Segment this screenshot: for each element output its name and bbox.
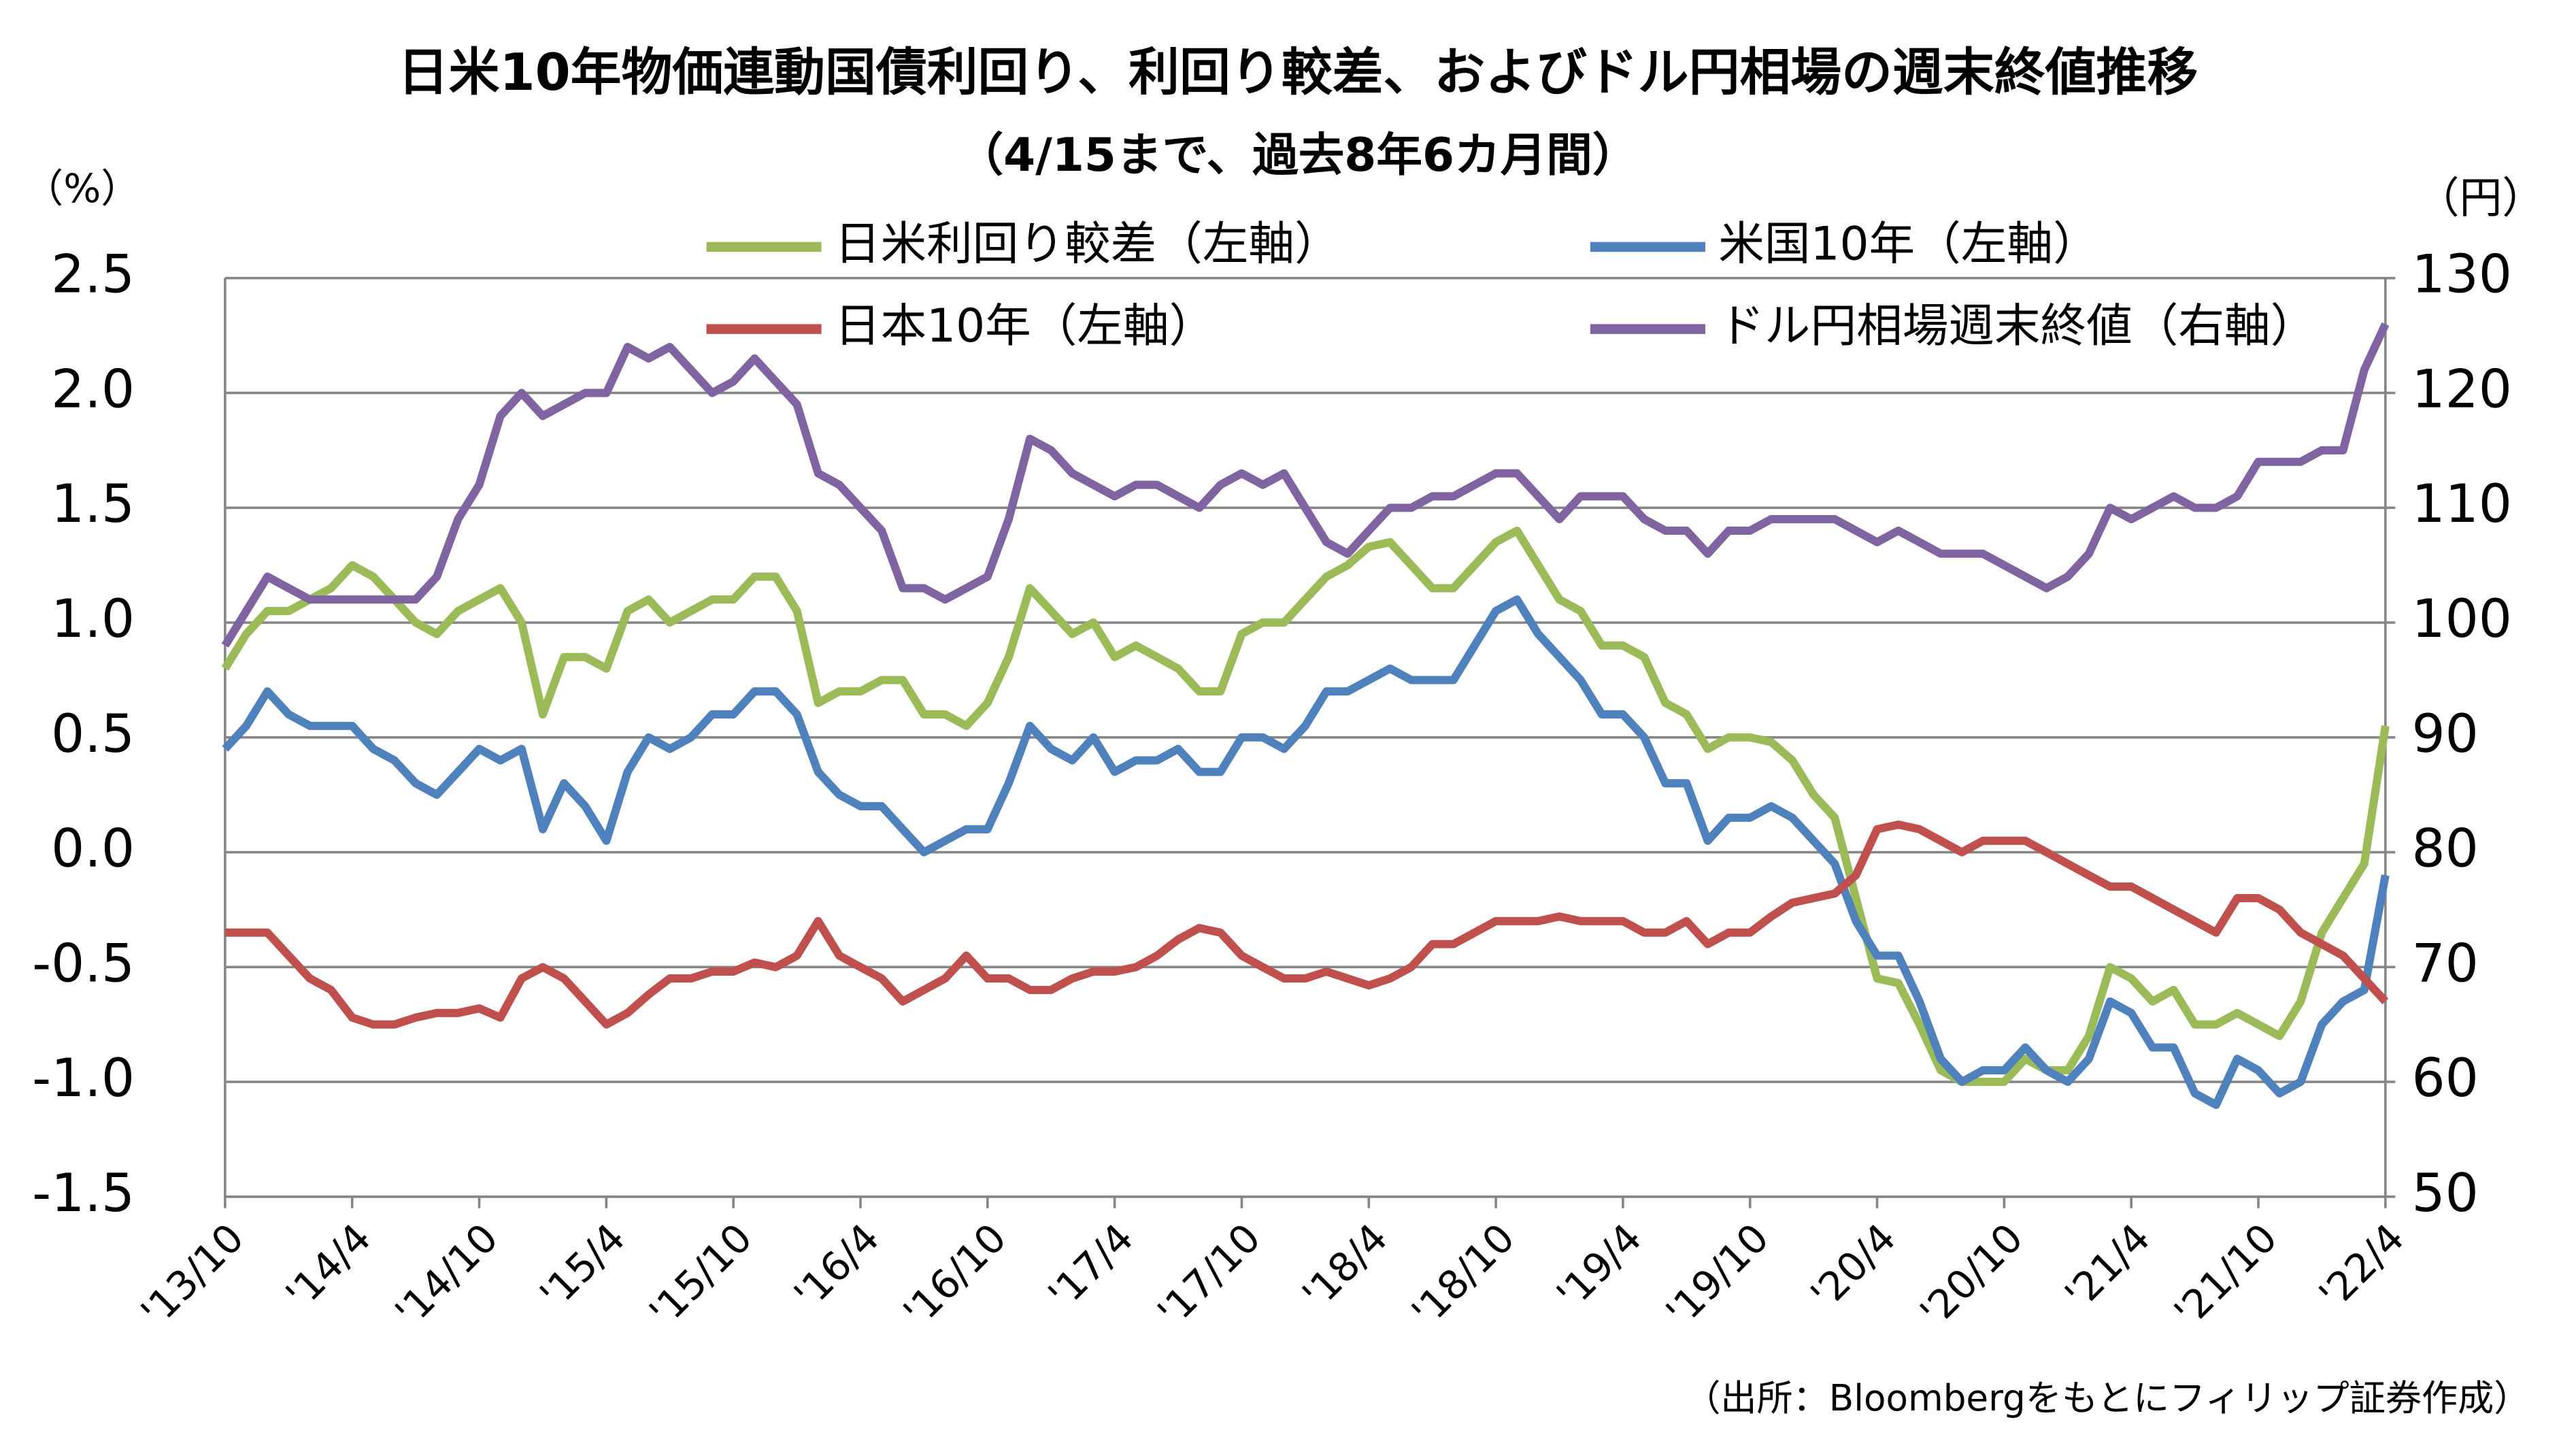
y2-tick-label: 100 xyxy=(2411,589,2511,650)
series-line xyxy=(221,322,2390,648)
series-line xyxy=(221,526,2390,1087)
legend-label: 米国10年（左軸） xyxy=(1718,216,2098,270)
y-tick-label: 1.5 xyxy=(51,474,135,535)
y-tick-label: -0.5 xyxy=(32,933,135,994)
source-note: （出所：Bloombergをもとにフィリップ証券作成） xyxy=(1684,1377,2530,1419)
y-tick-label: 2.0 xyxy=(51,359,135,420)
y2-tick-label: 110 xyxy=(2411,474,2511,535)
y-tick-label: 2.5 xyxy=(51,244,135,305)
y2-tick-label: 130 xyxy=(2411,244,2511,305)
legend-label: 日本10年（左軸） xyxy=(835,299,1215,352)
y-tick-label: -1.5 xyxy=(32,1163,135,1224)
y2-tick-label: 70 xyxy=(2411,933,2478,994)
legend-label: 日米利回り較差（左軸） xyxy=(835,216,1341,270)
y-tick-label: -1.0 xyxy=(32,1048,135,1109)
chart-subtitle: （4/15まで、過去8年6カ月間） xyxy=(958,128,1639,182)
y-tick-label: 0.0 xyxy=(51,819,135,880)
y-axis-label: （%） xyxy=(24,165,140,212)
y-tick-label: 1.0 xyxy=(51,589,135,650)
y2-tick-label: 80 xyxy=(2411,819,2478,880)
chart-title: 日米10年物価連動国債利回り、利回り較差、およびドル円相場の週末終値推移 xyxy=(398,43,2198,102)
series-line xyxy=(224,820,2389,1029)
y2-tick-label: 60 xyxy=(2411,1048,2478,1109)
series-line xyxy=(222,595,2390,1109)
y2-tick-label: 50 xyxy=(2411,1163,2478,1224)
y-tick-label: 0.5 xyxy=(51,704,135,765)
legend-label: ドル円相場週末終値（右軸） xyxy=(1718,299,2316,352)
y2-tick-label: 120 xyxy=(2411,359,2511,420)
y2-tick-label: 90 xyxy=(2411,704,2478,765)
y2-axis-label: （円） xyxy=(2417,173,2545,222)
